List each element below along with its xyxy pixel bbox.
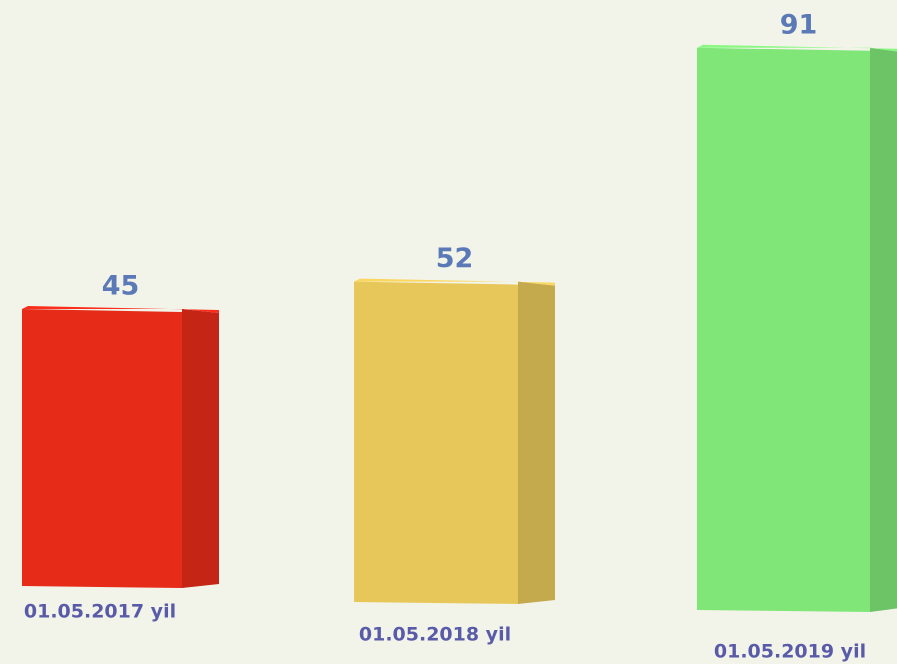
x-tick-label: 01.05.2018 yil	[359, 624, 511, 646]
x-tick-label: 01.05.2017 yil	[24, 601, 176, 623]
value-label: 52	[436, 243, 474, 274]
bar-top	[354, 278, 555, 286]
value-label: 45	[102, 271, 140, 302]
x-tick-label: 01.05.2019 yil	[714, 641, 866, 663]
bar	[22, 309, 182, 588]
bar-side	[518, 281, 555, 604]
bar	[354, 281, 518, 604]
bar-side	[870, 47, 897, 612]
bar	[697, 47, 870, 613]
bar-top	[697, 44, 897, 52]
value-label: 91	[780, 9, 818, 40]
bar-side	[182, 309, 219, 588]
bar-top	[22, 306, 219, 313]
